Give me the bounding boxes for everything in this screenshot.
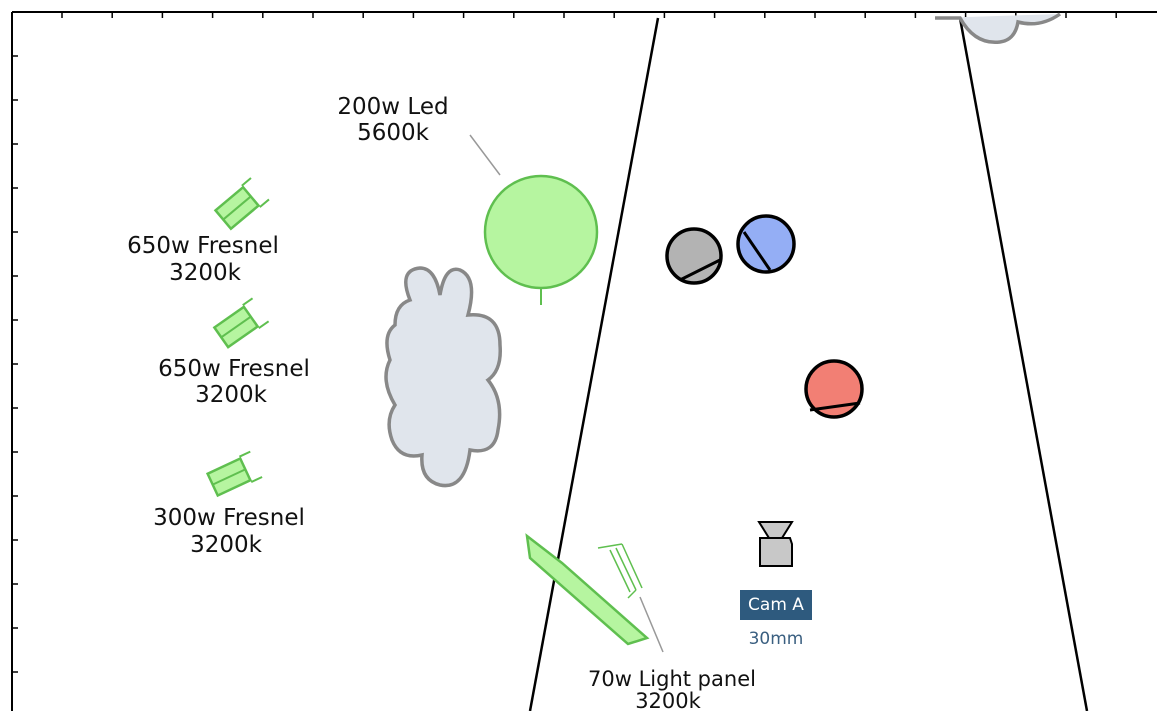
light-panel-small: [597, 543, 643, 599]
light-temp: 3200k: [190, 532, 263, 558]
light-name: 200w Led: [337, 94, 448, 120]
led-light: [483, 174, 599, 290]
fresnel-light: [213, 177, 270, 231]
camera-badge: [740, 590, 812, 620]
light-panel: [525, 533, 650, 646]
fresnel-light: [205, 450, 263, 498]
camera-lens: 30mm: [749, 629, 804, 649]
diffusion-cloud: [384, 266, 502, 488]
light-name: 300w Fresnel: [153, 505, 305, 531]
ruler: [11, 11, 1157, 711]
actor: [804, 359, 864, 419]
camera-frustum: [958, 17, 1089, 711]
light-name: 650w Fresnel: [127, 233, 279, 259]
fresnel-light: [212, 297, 270, 349]
actor: [736, 214, 796, 274]
camera-frustum: [528, 17, 660, 711]
diffusion-cloud: [935, 12, 1062, 45]
actor: [665, 227, 723, 285]
light-temp: 5600k: [357, 120, 430, 146]
label-leader: [639, 596, 664, 653]
label-leader: [469, 134, 501, 176]
light-temp: 3200k: [195, 382, 268, 408]
light-name: 70w Light panel: [588, 667, 756, 691]
light-name: 650w Fresnel: [158, 356, 310, 382]
light-temp: 3200k: [635, 689, 701, 711]
camera-icon: [757, 521, 794, 567]
camera-name: Cam A: [748, 595, 804, 615]
light-temp: 3200k: [169, 260, 242, 286]
